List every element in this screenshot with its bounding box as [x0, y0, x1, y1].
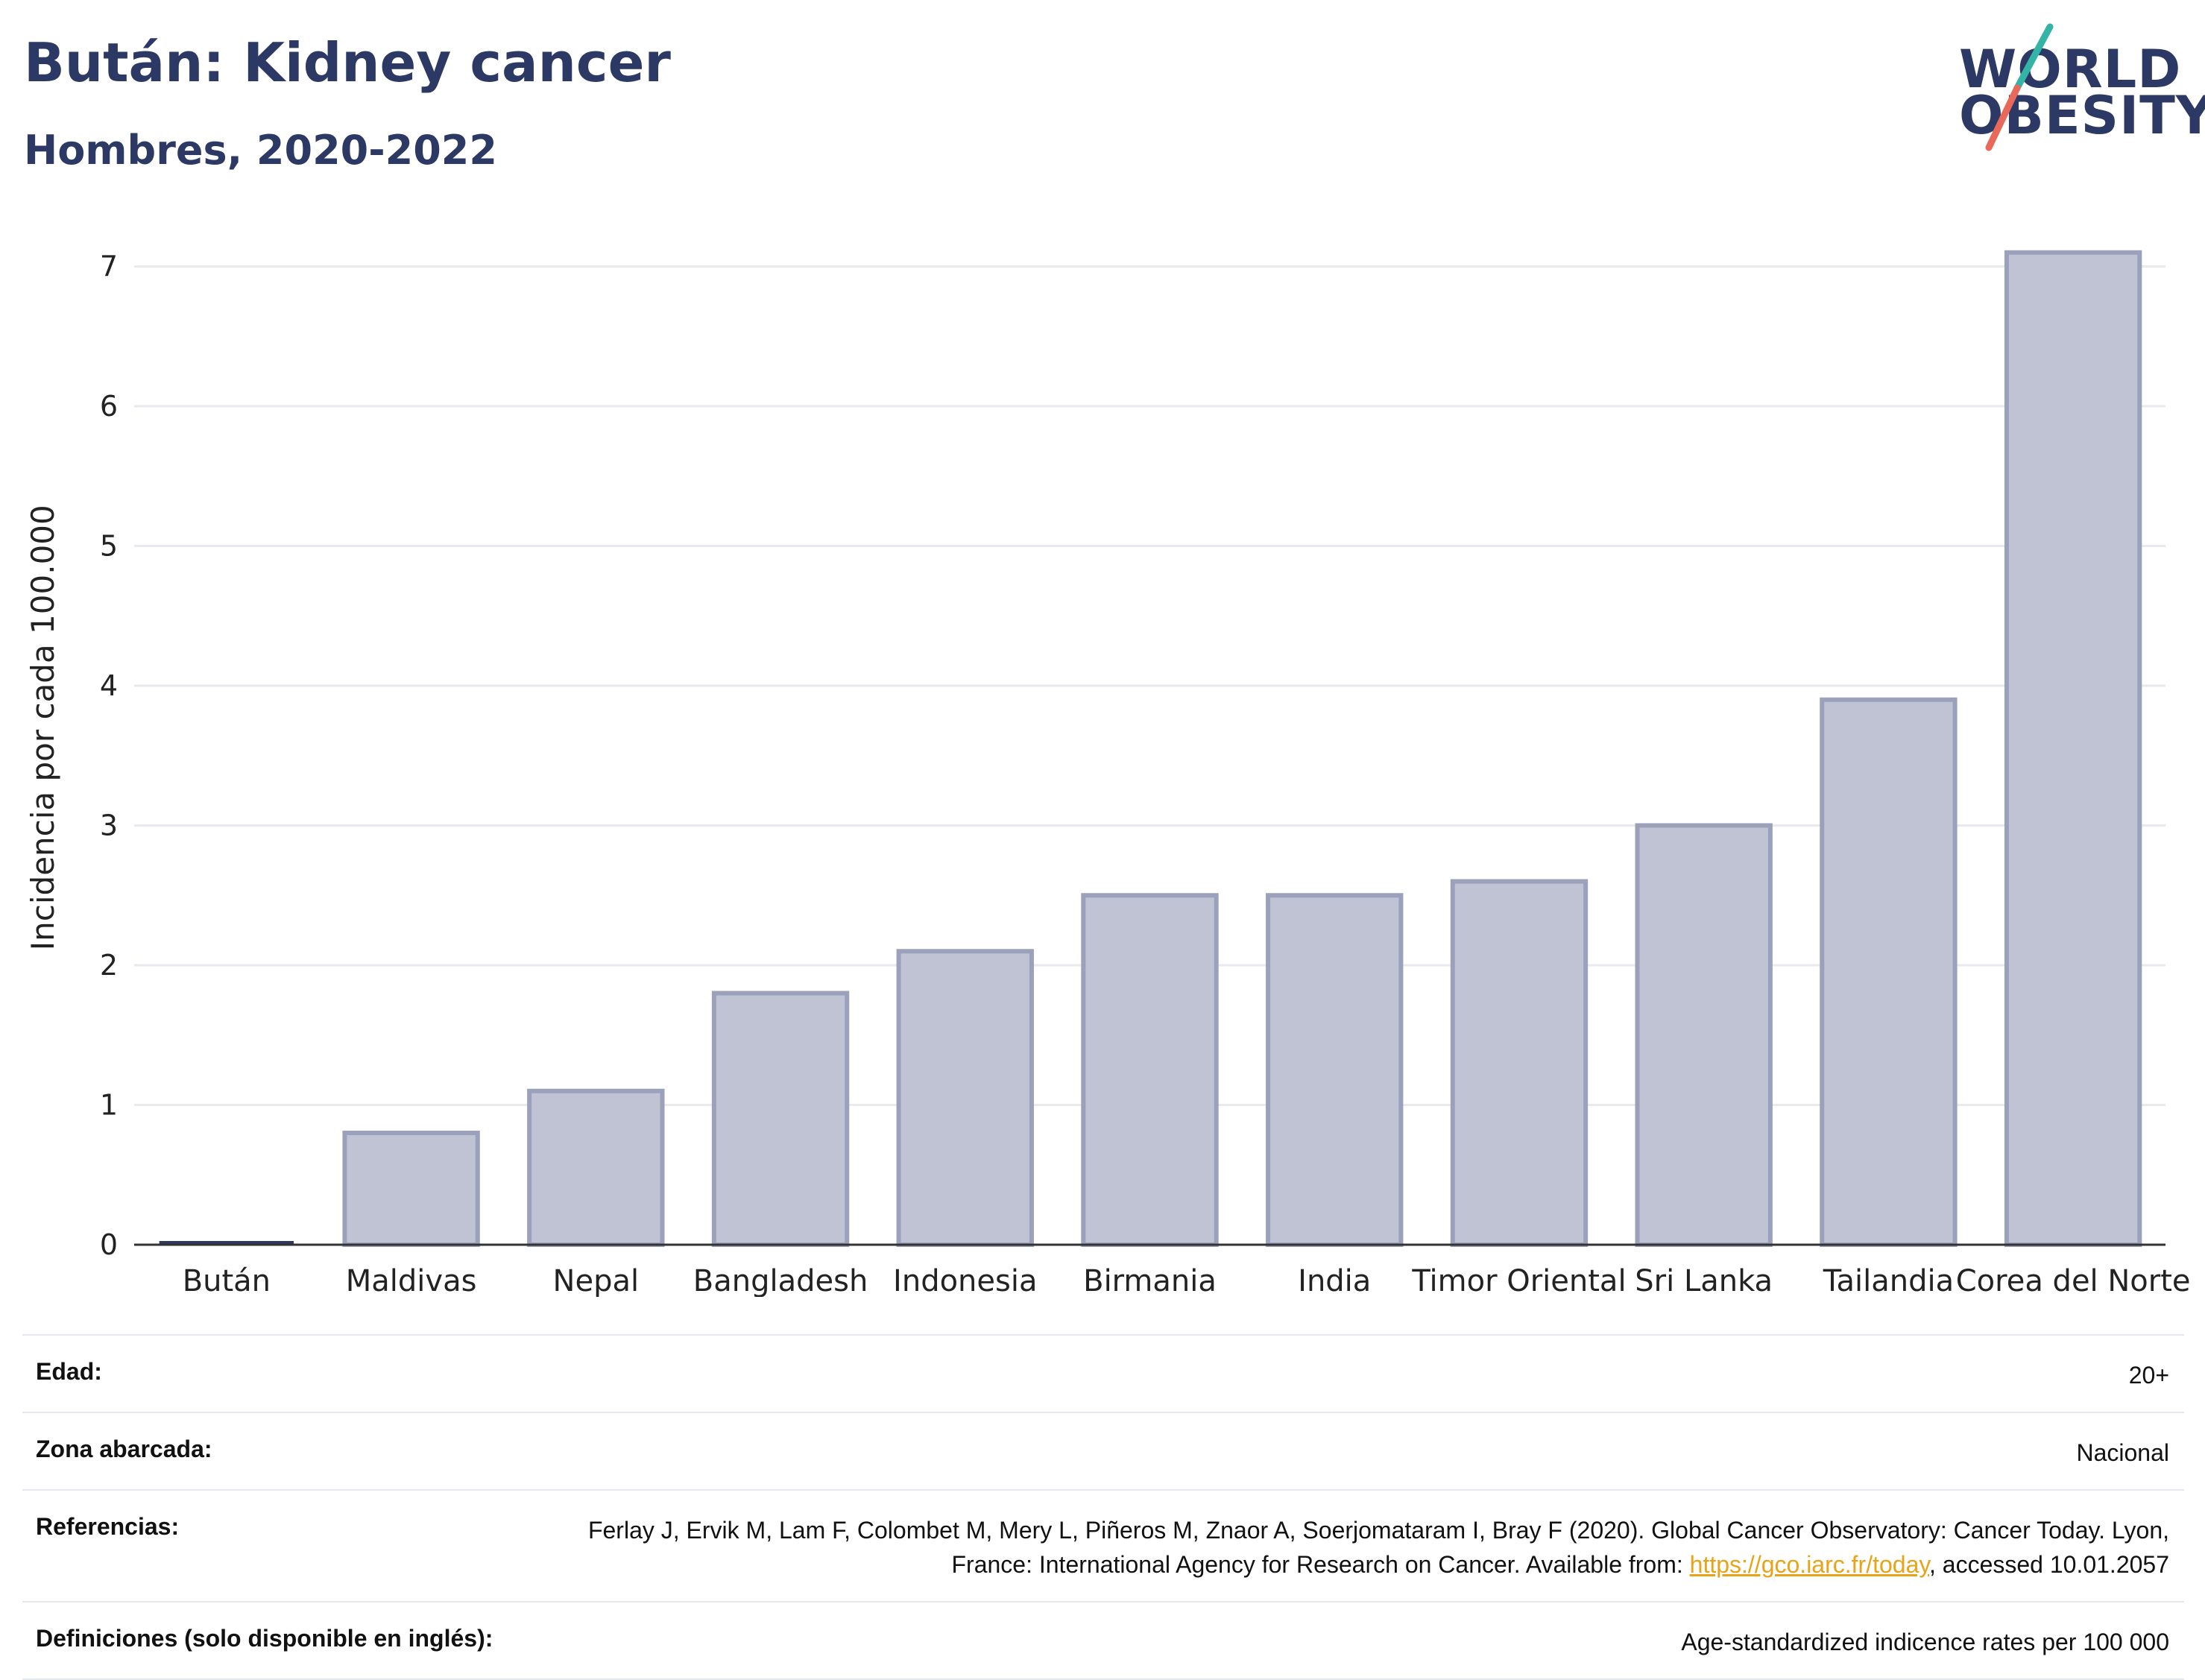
- y-tick-label: 7: [100, 250, 118, 283]
- bar-sri-lanka: [1635, 823, 1773, 1247]
- bar-maldivas: [342, 1131, 480, 1247]
- info-row-zone: Zona abarcada: Nacional: [22, 1412, 2184, 1489]
- bar-corea-del-norte: [2004, 250, 2142, 1247]
- info-row-definitions: Definiciones (solo disponible en inglés)…: [22, 1601, 2184, 1680]
- chart-title: Bután: Kidney cancer: [24, 31, 671, 94]
- y-tick-label: 0: [100, 1228, 118, 1261]
- info-table: Edad: 20+ Zona abarcada: Nacional Refere…: [22, 1334, 2184, 1680]
- info-value: Ferlay J, Ervik M, Lam F, Colombet M, Me…: [567, 1513, 2169, 1582]
- info-label: Edad:: [36, 1358, 102, 1385]
- bar-nepal: [527, 1088, 665, 1247]
- y-tick-label: 5: [100, 530, 118, 563]
- logo-slash-icon: [1985, 23, 2054, 151]
- bar-indonesia: [896, 949, 1034, 1247]
- info-label: Referencias:: [36, 1513, 180, 1540]
- y-tick-label: 6: [100, 390, 118, 423]
- info-label: Definiciones (solo disponible en inglés)…: [36, 1625, 493, 1652]
- x-tick-label: Corea del Norte: [1956, 1264, 2191, 1297]
- x-tick-label: Bután: [183, 1264, 271, 1297]
- x-tick-label: Timor Oriental: [1411, 1264, 1626, 1297]
- y-tick-label: 3: [100, 809, 118, 842]
- y-tick-labels: 0 1 2 3 4 5 6 7: [100, 250, 118, 1262]
- reference-link[interactable]: https://gco.iarc.fr/today: [1689, 1551, 1929, 1578]
- bar-tailandia: [1820, 697, 1958, 1247]
- bars: [159, 250, 2142, 1247]
- info-value: Nacional: [2076, 1439, 2169, 1466]
- chart-subtitle: Hombres, 2020-2022: [24, 127, 497, 174]
- x-tick-label: Tailandia: [1823, 1264, 1954, 1297]
- y-axis-label: Incidencia por cada 100.000: [25, 505, 61, 950]
- info-value: Age-standardized indicence rates per 100…: [1681, 1629, 2169, 1655]
- logo-line-1: WORLD: [1959, 39, 2182, 100]
- bar-chart: 0 1 2 3 4 5 6 7 Bután Maldivas Nepal Bangladesh Ind…: [25, 250, 2191, 1298]
- x-tick-label: India: [1298, 1264, 1371, 1297]
- bar-timor-oriental: [1450, 879, 1589, 1247]
- x-tick-label: Birmania: [1083, 1264, 1217, 1297]
- x-tick-label: Maldivas: [346, 1264, 477, 1297]
- bar-bangladesh: [711, 991, 850, 1247]
- y-tick-label: 1: [100, 1089, 118, 1122]
- bar-india: [1266, 893, 1404, 1247]
- x-tick-label: Nepal: [553, 1264, 640, 1297]
- x-tick-labels: Bután Maldivas Nepal Bangladesh Indonesia Bir…: [183, 1264, 2191, 1297]
- x-tick-label: Bangladesh: [693, 1264, 868, 1297]
- info-label: Zona abarcada:: [36, 1436, 212, 1462]
- y-tick-label: 4: [100, 669, 118, 702]
- info-value: 20+: [2128, 1362, 2169, 1389]
- logo-line-2: OBESITY: [1959, 85, 2205, 146]
- info-row-references: Referencias: Ferlay J, Ervik M, Lam F, C…: [22, 1489, 2184, 1601]
- reference-text: Ferlay J, Ervik M, Lam F, Colombet M, Me…: [587, 1517, 2169, 1578]
- reference-accessed: , accessed 10.01.2057: [1928, 1551, 2169, 1578]
- x-tick-label: Indonesia: [893, 1264, 1037, 1297]
- info-row-age: Edad: 20+: [22, 1334, 2184, 1412]
- world-obesity-logo: WORLD OBESITY: [1946, 21, 2205, 155]
- y-tick-label: 2: [100, 949, 118, 982]
- bar-birmania: [1081, 893, 1219, 1247]
- x-tick-label: Sri Lanka: [1635, 1264, 1773, 1297]
